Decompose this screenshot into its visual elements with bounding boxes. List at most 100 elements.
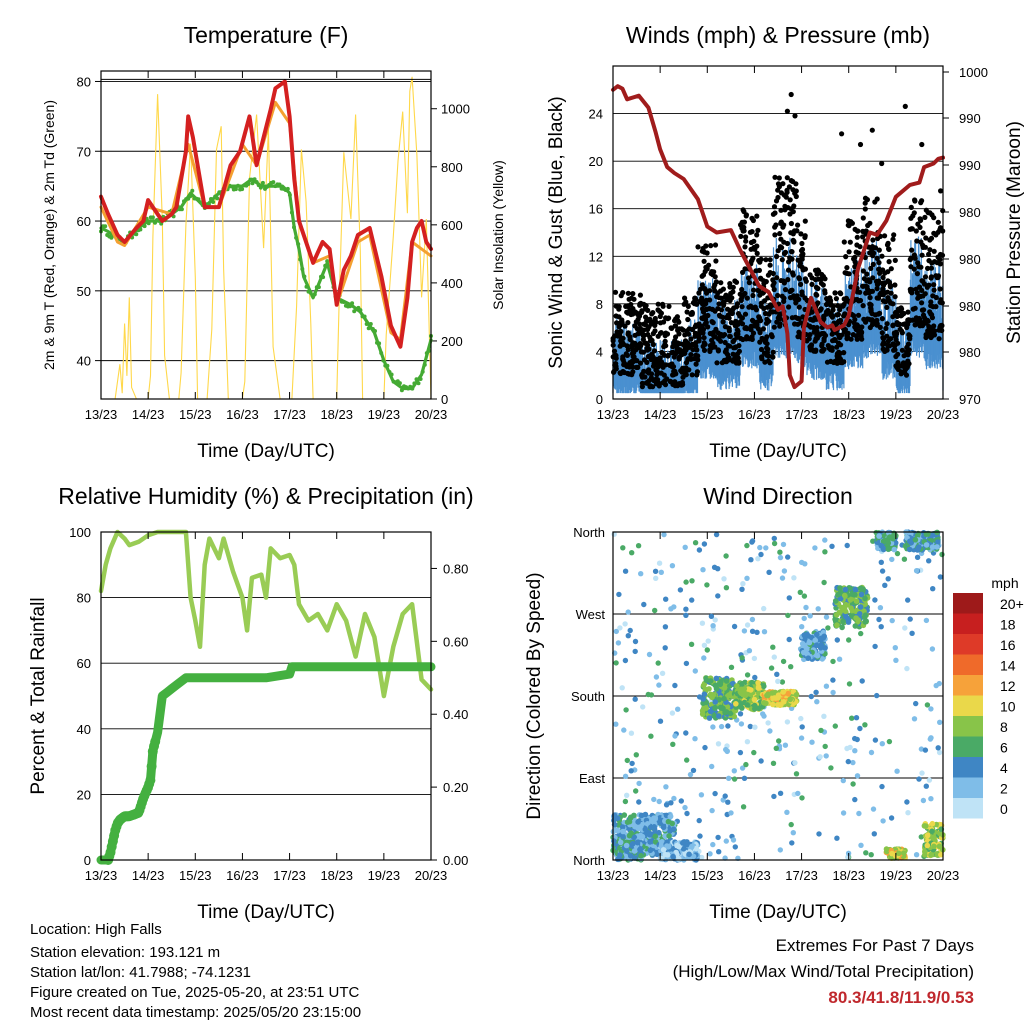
chart-title: Temperature (F): [184, 22, 349, 48]
gust-point: [732, 345, 738, 351]
gust-point: [715, 347, 721, 353]
gust-point: [762, 310, 769, 317]
gust-point: [759, 354, 765, 360]
direction-point: [711, 713, 718, 719]
gust-point: [740, 336, 746, 343]
direction-point: [639, 833, 646, 840]
direction-point: [635, 543, 642, 549]
gust-point: [700, 245, 706, 252]
dewpoint-point: [229, 184, 234, 189]
y-tick-label: 0: [84, 853, 91, 868]
gust-point: [918, 217, 924, 223]
direction-point: [666, 833, 672, 839]
y-tick-label: 4: [596, 344, 603, 359]
gust-point: [811, 329, 817, 335]
direction-point: [878, 624, 884, 630]
direction-point: [625, 633, 631, 639]
direction-point: [672, 682, 678, 689]
gust-point: [798, 231, 804, 237]
gust-point: [890, 301, 896, 307]
chart-title: Winds (mph) & Pressure (mb): [626, 22, 930, 48]
gust-point: [734, 301, 741, 307]
gust-point: [919, 307, 926, 313]
gust-point: [796, 329, 802, 335]
gust-point: [862, 195, 869, 201]
gust-point: [767, 257, 773, 263]
direction-point: [636, 780, 642, 787]
direction-point: [672, 733, 678, 739]
gust-point: [904, 344, 910, 351]
gust-point: [620, 357, 626, 363]
dewpoint-point: [298, 257, 303, 262]
direction-point: [622, 568, 629, 574]
direction-point: [707, 708, 714, 715]
direction-point: [749, 628, 756, 634]
gust-point: [901, 361, 907, 367]
dewpoint-point: [389, 372, 394, 377]
y2-tick-label: 1000: [441, 102, 470, 117]
direction-point: [744, 622, 751, 628]
direction-point: [623, 842, 630, 849]
direction-point: [744, 702, 750, 708]
direction-point: [632, 696, 638, 702]
direction-point: [776, 738, 782, 744]
direction-point: [848, 605, 854, 611]
gust-point: [892, 257, 898, 263]
gust-point: [884, 342, 891, 348]
gust-point: [611, 369, 617, 375]
y2-tick-label: 0.60: [443, 634, 468, 649]
gust-point: [928, 303, 934, 309]
gust-point: [729, 310, 735, 317]
gust-point: [860, 234, 866, 240]
gust-point: [863, 319, 869, 325]
direction-point: [721, 685, 728, 691]
gust-point: [778, 219, 784, 225]
gust-point: [654, 372, 660, 378]
direction-point: [836, 656, 843, 662]
direction-point: [816, 831, 822, 837]
x-tick-label: 14/23: [644, 407, 677, 422]
gust-point: [876, 260, 882, 266]
gust-point: [757, 339, 763, 345]
gust-point: [830, 338, 836, 344]
direction-point: [656, 798, 662, 805]
y2-tick-label: 980: [959, 252, 981, 267]
direction-point: [901, 850, 907, 856]
gust-point: [625, 290, 631, 296]
gust-point: [799, 256, 805, 262]
gust-point: [742, 244, 748, 250]
y-tick-label: 12: [589, 249, 603, 264]
direction-point: [936, 749, 943, 756]
gust-point: [802, 218, 808, 224]
gust-point: [630, 340, 636, 346]
dewpoint-point: [418, 377, 423, 381]
gust-point: [908, 215, 914, 221]
gust-point: [826, 345, 832, 351]
y2-tick-label: 0.20: [443, 780, 468, 795]
gust-point: [937, 286, 943, 292]
dewpoint-point: [362, 314, 367, 319]
gust-point: [882, 290, 888, 296]
direction-point: [777, 554, 784, 561]
direction-point: [905, 597, 911, 603]
gust-point: [661, 372, 667, 378]
y-tick-label: 16: [589, 202, 603, 217]
gust-point: [660, 380, 666, 386]
gust-point: [626, 296, 632, 302]
dewpoint-point: [412, 381, 417, 386]
direction-point: [850, 759, 856, 766]
direction-point: [747, 723, 753, 730]
y-tick-label: 70: [77, 144, 91, 159]
direction-point: [698, 792, 705, 798]
direction-point: [723, 678, 730, 684]
dewpoint-point: [285, 186, 290, 191]
gust-point: [749, 215, 755, 221]
gust-point: [807, 332, 813, 338]
gust-point: [853, 333, 860, 339]
direction-point: [699, 708, 706, 714]
gust-point: [919, 252, 925, 258]
gust-point: [870, 275, 876, 281]
gust-point: [766, 318, 772, 324]
gust-point: [899, 330, 906, 336]
